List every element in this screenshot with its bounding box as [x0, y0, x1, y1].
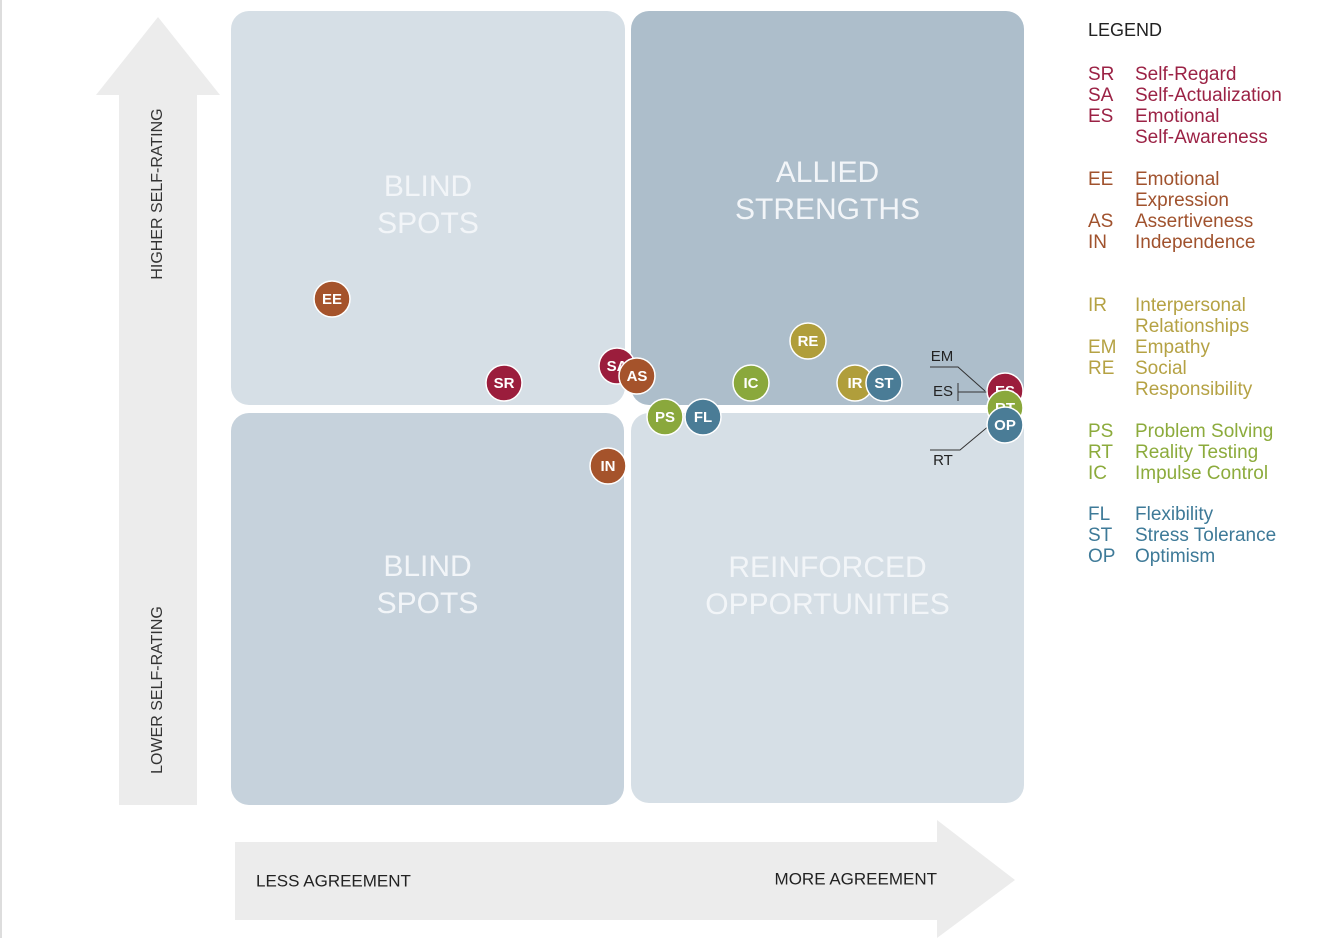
legend-name: Impulse Control: [1135, 463, 1268, 484]
point: [485, 364, 523, 402]
legend-code: OP: [1088, 546, 1115, 567]
legend-code: IR: [1088, 295, 1107, 316]
quadrant-label: STRENGTHS: [735, 193, 920, 226]
point-label: OP: [994, 417, 1016, 434]
quadrant-label: BLIND: [383, 550, 471, 583]
axis-label: LESS AGREEMENT: [256, 871, 411, 890]
point-label: IN: [601, 458, 616, 475]
legend-name: Emotional: [1135, 169, 1220, 190]
point: [732, 364, 770, 402]
legend-name: Reality Testing: [1135, 442, 1258, 463]
axis-label: MORE AGREEMENT: [775, 869, 937, 888]
legend-name: Relationships: [1135, 316, 1249, 337]
callout-line: [957, 383, 990, 401]
point-label: EE: [322, 291, 342, 308]
legend-code: IC: [1088, 463, 1107, 484]
point: [789, 322, 827, 360]
axis-label: LOWER SELF-RATING: [149, 606, 166, 774]
quadrant: [231, 413, 624, 805]
quadrant-label: BLIND: [384, 170, 472, 203]
legend-name: Self-Awareness: [1135, 127, 1268, 148]
point-label: FL: [694, 409, 712, 426]
legend-code: PS: [1088, 421, 1113, 442]
legend-code: SR: [1088, 64, 1114, 85]
legend-name: Self-Regard: [1135, 64, 1236, 85]
legend-name: Responsibility: [1135, 379, 1253, 400]
point-label: RE: [798, 333, 819, 350]
legend-code: AS: [1088, 211, 1113, 232]
point: [986, 406, 1024, 444]
point: [589, 447, 627, 485]
quadrant-label: REINFORCED: [728, 551, 926, 584]
legend-code: ES: [1088, 106, 1113, 127]
legend-code: EM: [1088, 337, 1117, 358]
point-label: ST: [874, 375, 893, 392]
quadrant: [631, 11, 1024, 405]
axis-label: HIGHER SELF-RATING: [149, 108, 166, 279]
legend-code: IN: [1088, 232, 1107, 253]
callout-label: EM: [931, 348, 954, 365]
legend-name: Social: [1135, 358, 1187, 379]
point-label: AS: [627, 368, 648, 385]
legend-name: Assertiveness: [1135, 211, 1253, 232]
legend-name: Stress Tolerance: [1135, 525, 1276, 546]
legend-name: Expression: [1135, 190, 1229, 211]
quadrant: [631, 413, 1024, 803]
point-label: IC: [744, 375, 759, 392]
quadrant-label: SPOTS: [377, 587, 479, 620]
legend-code: RT: [1088, 442, 1113, 463]
point-label: SR: [494, 375, 515, 392]
quadrant-label: SPOTS: [377, 207, 479, 240]
legend-code: RE: [1088, 358, 1114, 379]
legend-name: Optimism: [1135, 546, 1215, 567]
legend-name: Flexibility: [1135, 504, 1214, 525]
point: [684, 398, 722, 436]
legend-title: LEGEND: [1088, 20, 1162, 40]
callout-line: [930, 424, 991, 451]
vertical-arrow: [96, 17, 220, 805]
legend-name: Problem Solving: [1135, 421, 1273, 442]
callout-line: [930, 366, 986, 392]
legend-name: Emotional: [1135, 106, 1220, 127]
quadrant-label: OPPORTUNITIES: [705, 588, 949, 621]
legend-code: SA: [1088, 85, 1114, 106]
point-label: IR: [848, 375, 863, 392]
legend-name: Empathy: [1135, 337, 1210, 358]
legend-name: Self-Actualization: [1135, 85, 1282, 106]
legend-code: EE: [1088, 169, 1113, 190]
legend-name: Independence: [1135, 232, 1255, 253]
point: [313, 280, 351, 318]
horizontal-arrow: [235, 820, 1015, 938]
callout-label: ES: [933, 383, 953, 400]
callout-label: RT: [933, 452, 953, 469]
quadrant-label: ALLIED: [776, 156, 879, 189]
point: [618, 357, 656, 395]
point: [646, 398, 684, 436]
legend-code: FL: [1088, 504, 1110, 525]
legend-name: Interpersonal: [1135, 295, 1246, 316]
legend-code: ST: [1088, 525, 1113, 546]
point: [865, 364, 903, 402]
point-label: PS: [655, 409, 675, 426]
